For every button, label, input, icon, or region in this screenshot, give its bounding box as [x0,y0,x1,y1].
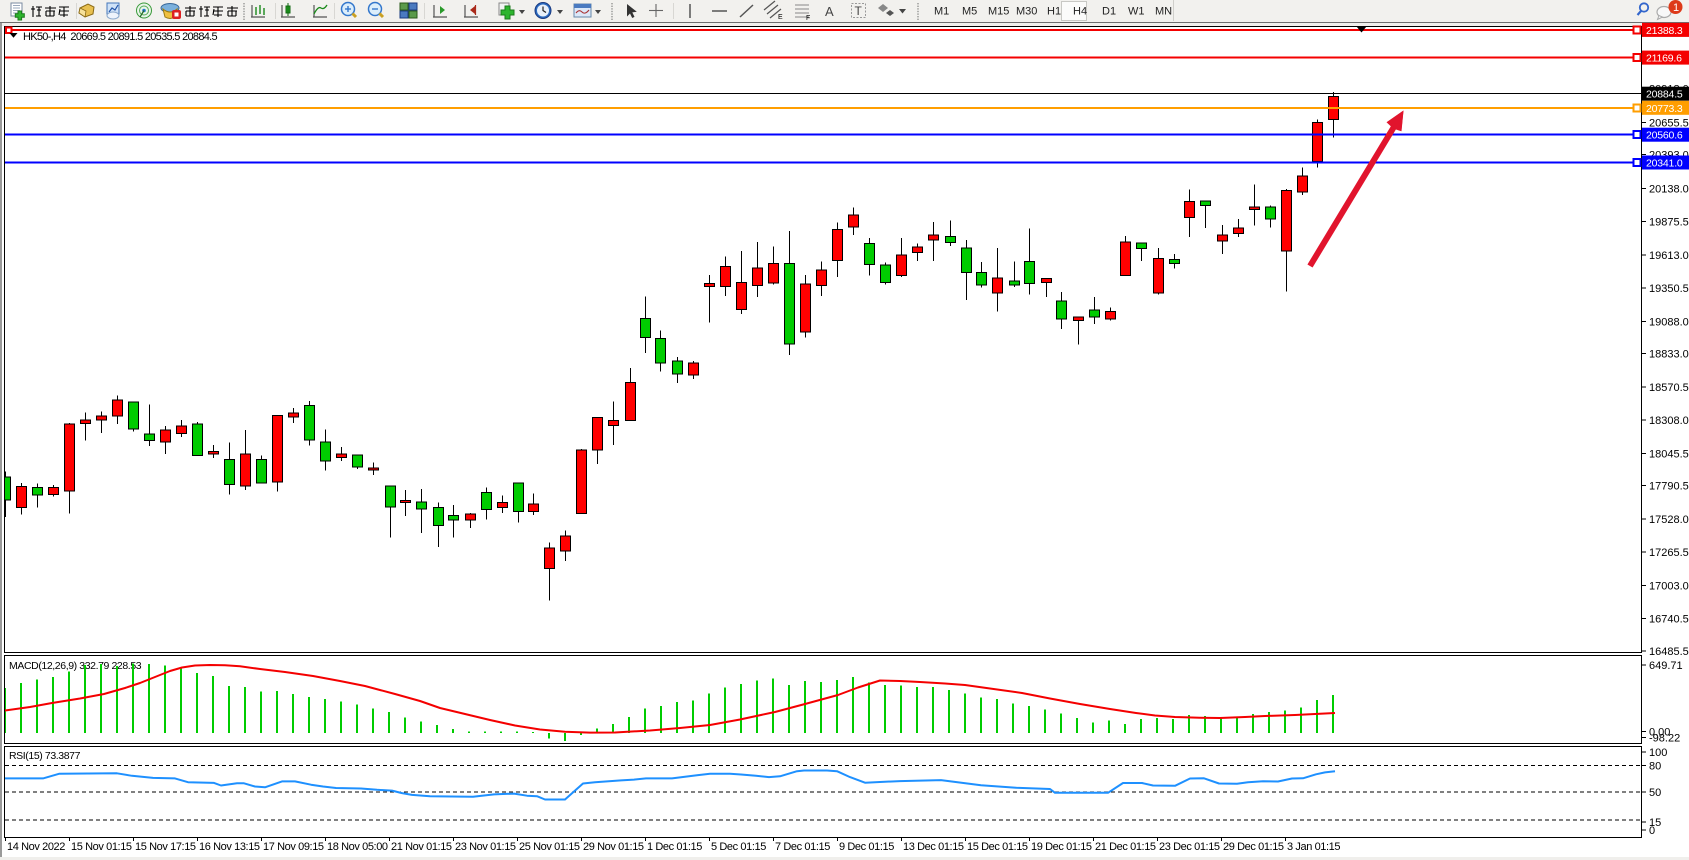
svg-text:15 Dec 01:15: 15 Dec 01:15 [967,841,1028,853]
svg-text:18 Nov 05:00: 18 Nov 05:00 [327,841,388,853]
svg-text:20773.3: 20773.3 [1646,103,1683,115]
svg-text:649.71: 649.71 [1649,660,1683,672]
svg-text:T: T [855,4,863,18]
svg-text:17 Nov 09:15: 17 Nov 09:15 [263,841,324,853]
svg-text:21169.6: 21169.6 [1646,53,1682,65]
svg-text:16485.5: 16485.5 [1649,646,1689,658]
svg-text:H4: H4 [1073,6,1087,18]
svg-text:29 Dec 01:15: 29 Dec 01:15 [1223,841,1284,853]
svg-text:MN: MN [1155,6,1172,18]
svg-text:16 Nov 13:15: 16 Nov 13:15 [199,841,260,853]
svg-text:19613.0: 19613.0 [1649,250,1689,262]
svg-text:17003.0: 17003.0 [1649,580,1689,592]
svg-text:25 Nov 01:15: 25 Nov 01:15 [519,841,580,853]
svg-text:F: F [806,15,810,22]
svg-text:M15: M15 [988,6,1009,18]
svg-text:15 Nov 01:15: 15 Nov 01:15 [71,841,132,853]
svg-text:3 Jan 01:15: 3 Jan 01:15 [1287,841,1340,853]
svg-text:29 Nov 01:15: 29 Nov 01:15 [583,841,644,853]
svg-text:17790.5: 17790.5 [1649,481,1689,493]
svg-text:RSI(15) 73.3877: RSI(15) 73.3877 [9,750,81,762]
svg-text:M5: M5 [962,6,977,18]
svg-text:21 Dec 01:15: 21 Dec 01:15 [1095,841,1156,853]
svg-text:9 Dec 01:15: 9 Dec 01:15 [839,841,894,853]
svg-text:20341.0: 20341.0 [1646,158,1683,170]
svg-text:18308.0: 18308.0 [1649,415,1689,427]
svg-text:HK50-,H4 20669.5 20891.5 2053: HK50-,H4 20669.5 20891.5 20535.5 20884.5 [23,31,218,43]
svg-text:0.00: 0.00 [1649,727,1670,739]
svg-text:W1: W1 [1128,6,1145,18]
svg-text:21 Nov 01:15: 21 Nov 01:15 [391,841,452,853]
svg-text:80: 80 [1649,761,1661,773]
svg-text:100: 100 [1649,747,1667,759]
svg-text:17528.0: 17528.0 [1649,514,1689,526]
svg-text:D1: D1 [1102,6,1116,18]
svg-text:0: 0 [1649,825,1655,837]
svg-text:20138.0: 20138.0 [1649,183,1689,195]
svg-text:1: 1 [1673,2,1679,14]
svg-text:23 Nov 01:15: 23 Nov 01:15 [455,841,516,853]
svg-text:M30: M30 [1016,6,1037,18]
svg-text:18045.5: 18045.5 [1649,448,1689,460]
svg-text:18833.0: 18833.0 [1649,349,1689,361]
svg-text:20655.5: 20655.5 [1649,118,1689,130]
svg-text:15: 15 [1649,817,1661,829]
svg-text:14 Nov 2022: 14 Nov 2022 [7,841,65,853]
svg-text:21388.3: 21388.3 [1646,25,1683,37]
svg-text:M1: M1 [934,6,949,18]
svg-text:15 Nov 17:15: 15 Nov 17:15 [135,841,196,853]
svg-text:5 Dec 01:15: 5 Dec 01:15 [711,841,766,853]
svg-text:-98.22: -98.22 [1649,733,1680,745]
svg-text:E: E [778,14,783,21]
svg-text:18570.5: 18570.5 [1649,382,1689,394]
svg-text:19875.5: 19875.5 [1649,217,1689,229]
svg-text:MACD(12,26,9) 332.79 228.53: MACD(12,26,9) 332.79 228.53 [9,660,142,672]
svg-text:50: 50 [1649,787,1661,799]
svg-text:1 Dec 01:15: 1 Dec 01:15 [647,841,702,853]
svg-text:16740.5: 16740.5 [1649,614,1689,626]
svg-text:17265.5: 17265.5 [1649,547,1689,559]
svg-text:20560.6: 20560.6 [1646,130,1683,142]
svg-text:20884.5: 20884.5 [1646,89,1683,101]
svg-text:H1: H1 [1047,6,1061,18]
svg-text:A: A [825,4,834,19]
svg-text:19350.5: 19350.5 [1649,283,1689,295]
svg-text:7 Dec 01:15: 7 Dec 01:15 [775,841,830,853]
svg-text:23 Dec 01:15: 23 Dec 01:15 [1159,841,1220,853]
svg-text:19 Dec 01:15: 19 Dec 01:15 [1031,841,1092,853]
svg-text:13 Dec 01:15: 13 Dec 01:15 [903,841,964,853]
svg-text:19088.0: 19088.0 [1649,316,1689,328]
